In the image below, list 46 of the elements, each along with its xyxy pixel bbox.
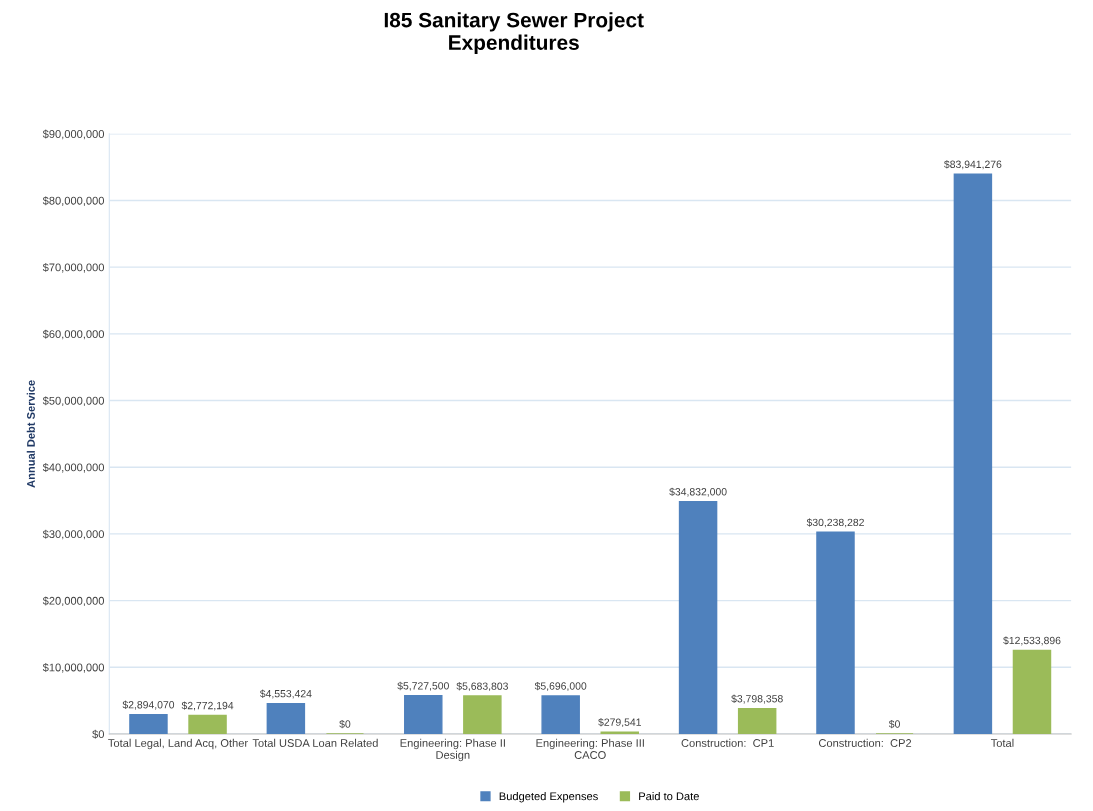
y-axis-title: Annual Debt Service [26,380,35,488]
data-label: $34,832,000 [669,487,727,497]
x-tick-label: Construction: CP1 [681,738,774,747]
data-label: $12,533,896 [1003,636,1061,646]
data-label: $0 [888,719,900,729]
bar [737,707,777,734]
x-tick-label: Construction: CP2 [818,738,912,747]
bar [463,695,502,734]
bar [188,714,227,734]
legend-label: Budgeted Expenses [499,792,598,803]
bar [1012,649,1052,734]
data-label: $5,727,500 [397,681,449,691]
data-label: $279,541 [598,718,641,728]
bar [404,695,443,734]
bar [678,500,718,734]
chart-title: I85 Sanitary Sewer Project Expenditures [384,12,644,55]
x-tick-label: Engineering: Phase III CACO [536,738,644,759]
bar [541,695,580,734]
y-tick-label: $30,000,000 [42,529,105,540]
data-label: $3,798,358 [731,694,783,704]
x-tick-label: Total Legal, Land Acq, Other [108,738,248,750]
data-label: $5,696,000 [534,681,587,691]
bar [266,702,306,734]
data-label: $4,553,424 [259,689,312,699]
y-tick-label: $60,000,000 [42,329,105,340]
y-tick-label: $80,000,000 [42,196,105,206]
x-tick-label: Total [990,738,1014,747]
bar [129,713,168,734]
y-tick-label: $90,000,000 [42,129,105,140]
y-tick-label: $10,000,000 [42,663,105,673]
data-label: $2,894,070 [122,700,175,710]
legend-label: Paid to Date [639,792,699,801]
y-tick-label: $20,000,000 [42,596,105,607]
bar [816,531,855,734]
y-tick-label: $0 [92,729,105,739]
y-tick-label: $70,000,000 [42,262,105,273]
x-tick-label: Total USDA Loan Related [252,738,378,747]
data-label: $2,772,194 [181,701,234,711]
data-label: $0 [339,719,351,729]
data-label: $83,941,276 [944,160,1002,170]
bar [953,173,993,734]
y-tick-label: $50,000,000 [42,396,105,406]
y-tick-label: $40,000,000 [42,463,105,473]
data-label: $30,238,282 [806,518,864,528]
x-tick-label: Engineering: Phase II Design [400,738,505,762]
data-label: $5,683,803 [456,682,508,692]
